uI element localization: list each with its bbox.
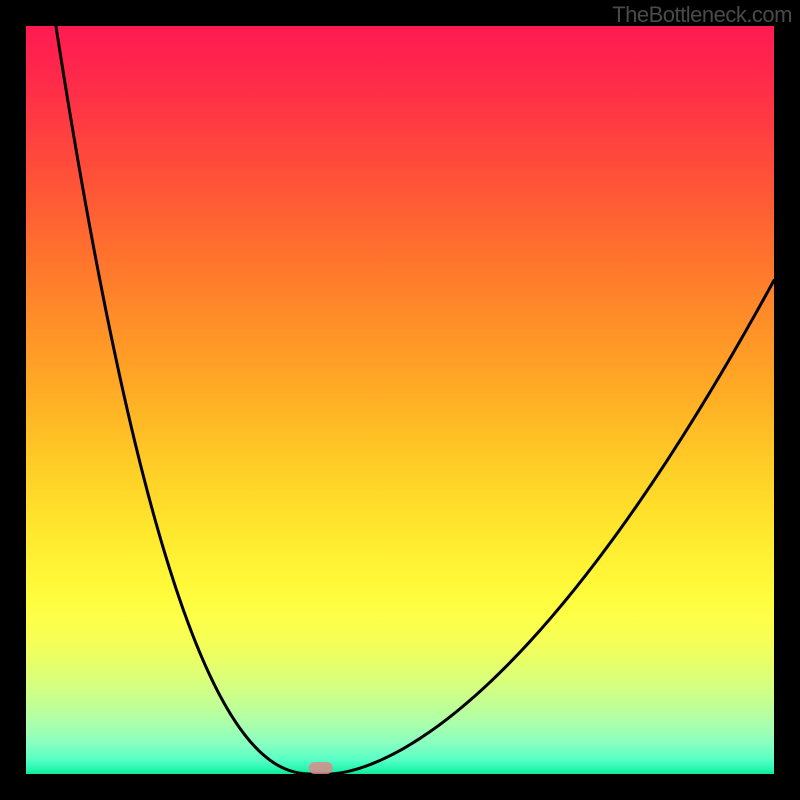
chart-container: TheBottleneck.com	[0, 0, 800, 800]
plot-background-gradient	[26, 26, 774, 774]
bottleneck-curve-chart	[0, 0, 800, 800]
watermark-label: TheBottleneck.com	[612, 2, 792, 28]
minimum-marker	[309, 762, 333, 774]
